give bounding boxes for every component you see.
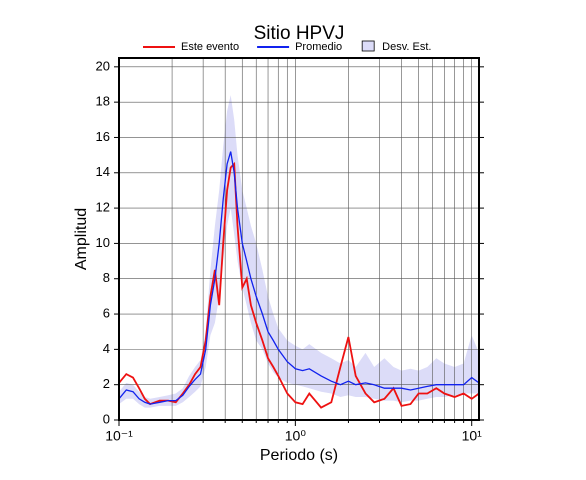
y-axis-label: Amplitud — [73, 208, 90, 270]
plot-frame — [118, 57, 480, 421]
y-tick-label: 10 — [96, 235, 110, 250]
series-line — [118, 151, 480, 405]
y-tick-label: 14 — [96, 164, 110, 179]
y-tick-label: 16 — [96, 129, 110, 144]
x-axis-label: Periodo (s) — [260, 447, 338, 464]
y-tick-label: 8 — [103, 270, 110, 285]
chart-title: Sitio HPVJ — [254, 23, 345, 44]
y-tick-label: 18 — [96, 94, 110, 109]
std-band — [119, 95, 479, 408]
y-tick-label: 12 — [96, 200, 110, 215]
x-tick-label: 10¹ — [462, 428, 483, 444]
legend-label: Este evento — [181, 41, 239, 53]
y-tick-label: 20 — [96, 58, 110, 73]
y-tick-label: 4 — [103, 341, 110, 356]
y-tick-label: 6 — [103, 305, 110, 320]
x-tick-label: 10⁰ — [285, 428, 307, 444]
x-tick-label: 10⁻¹ — [105, 428, 133, 444]
legend-swatch — [361, 40, 375, 52]
y-tick-label: 0 — [103, 411, 110, 426]
y-tick-label: 2 — [103, 376, 110, 391]
legend-label: Promedio — [295, 41, 342, 53]
legend-label: Desv. Est. — [382, 41, 431, 53]
